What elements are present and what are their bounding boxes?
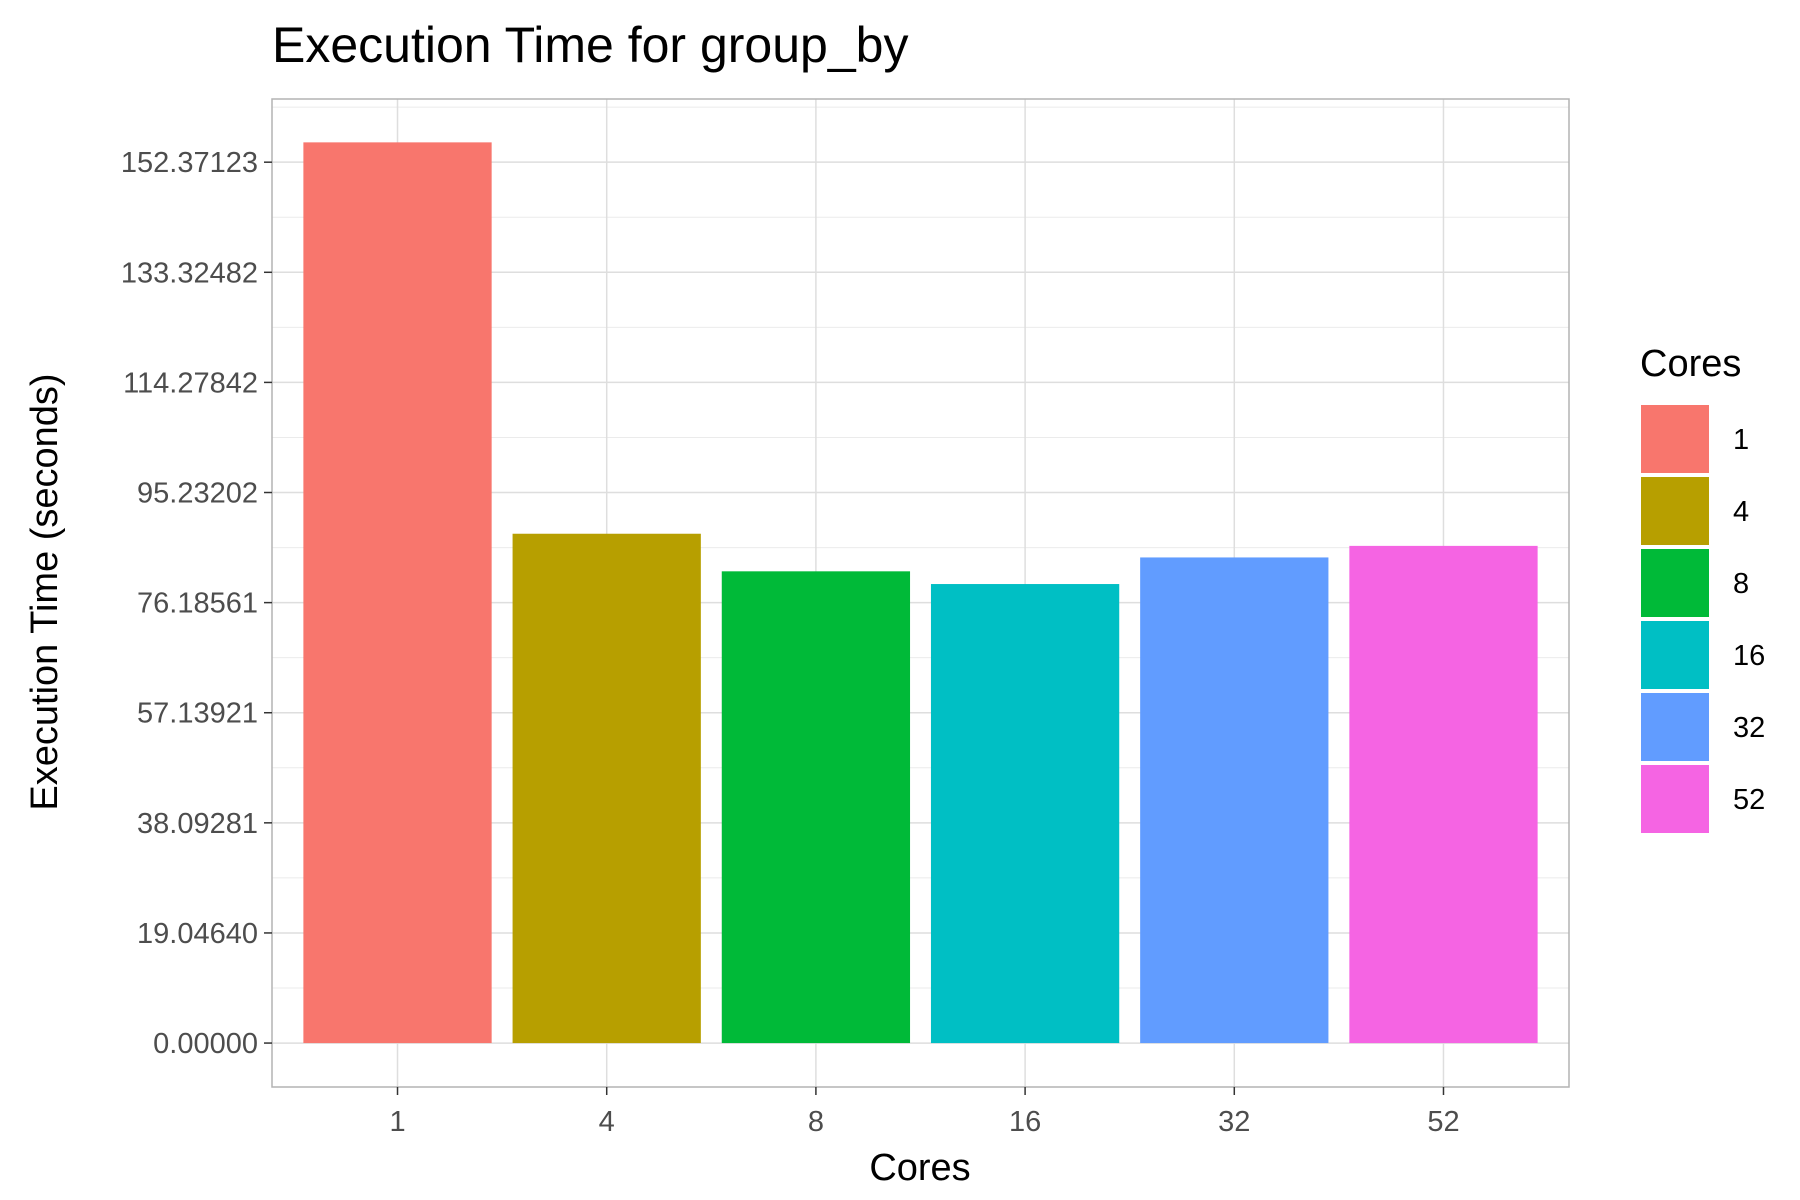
y-tick-label: 0.00000 bbox=[153, 1028, 258, 1060]
bar-16 bbox=[930, 584, 1120, 1044]
x-tick-label: 52 bbox=[1427, 1106, 1459, 1138]
bar-4 bbox=[512, 533, 701, 1044]
legend-key-32 bbox=[1641, 693, 1709, 761]
legend: Cores 1 4 8 16 32 52 bbox=[1640, 343, 1765, 833]
bar-8 bbox=[721, 571, 911, 1044]
y-axis-ticks: 0.00000 19.04640 38.09281 57.13921 76.18561 9… bbox=[121, 147, 272, 1060]
x-axis-title: Cores bbox=[869, 1147, 970, 1189]
y-tick-label: 19.04640 bbox=[137, 918, 258, 950]
y-tick-label: 152.37123 bbox=[121, 147, 258, 179]
y-tick-label: 133.32482 bbox=[121, 257, 258, 289]
legend-key-1 bbox=[1641, 405, 1709, 473]
panel-border bbox=[271, 98, 1570, 1088]
legend-key-8 bbox=[1641, 549, 1709, 617]
x-tick-label: 8 bbox=[808, 1106, 824, 1138]
x-axis-ticks: 1 4 8 16 32 52 bbox=[389, 1087, 1460, 1138]
legend-label: 4 bbox=[1733, 496, 1749, 528]
chart-title: Execution Time for group_by bbox=[272, 17, 908, 73]
y-tick-label: 76.18561 bbox=[137, 588, 258, 620]
legend-key-52 bbox=[1641, 765, 1709, 833]
legend-label: 16 bbox=[1733, 640, 1765, 672]
y-tick-label: 38.09281 bbox=[137, 808, 258, 840]
legend-key-16 bbox=[1641, 621, 1709, 689]
y-tick-label: 57.13921 bbox=[137, 698, 258, 730]
legend-key-4 bbox=[1641, 477, 1709, 545]
x-tick-label: 16 bbox=[1009, 1106, 1041, 1138]
x-tick-label: 32 bbox=[1218, 1106, 1250, 1138]
y-tick-label: 114.27842 bbox=[123, 367, 258, 399]
legend-title: Cores bbox=[1640, 343, 1741, 385]
legend-label: 8 bbox=[1733, 568, 1749, 600]
legend-label: 32 bbox=[1733, 712, 1765, 744]
x-tick-label: 4 bbox=[599, 1106, 615, 1138]
y-axis-title: Execution Time (seconds) bbox=[24, 373, 66, 810]
x-tick-label: 1 bbox=[389, 1106, 405, 1138]
bar-1 bbox=[303, 142, 492, 1044]
legend-label: 52 bbox=[1733, 784, 1765, 816]
bar-52 bbox=[1349, 545, 1538, 1044]
bars bbox=[303, 142, 1538, 1044]
bar-32 bbox=[1140, 557, 1329, 1044]
legend-label: 1 bbox=[1733, 424, 1749, 456]
y-tick-label: 95.23202 bbox=[137, 478, 258, 510]
